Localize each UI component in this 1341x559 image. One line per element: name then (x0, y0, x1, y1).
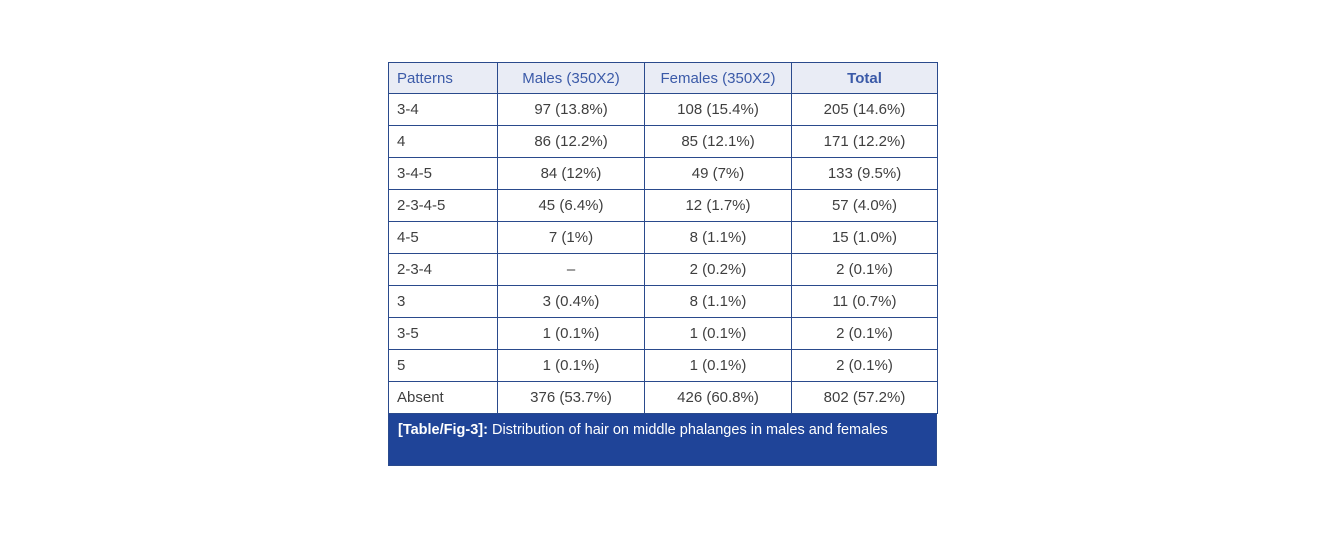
table-body: 3-4 97 (13.8%) 108 (15.4%) 205 (14.6%) 4… (388, 93, 938, 414)
table-cell: 1 (0.1%) (497, 349, 645, 382)
table-cell: 85 (12.1%) (644, 125, 792, 158)
table-cell: 57 (4.0%) (791, 189, 938, 222)
caption-text: Distribution of hair on middle phalanges… (487, 422, 888, 438)
table-cell: 7 (1%) (497, 221, 645, 254)
table-figure: Patterns Males (350X2) Females (350X2) T… (388, 62, 938, 466)
patterns-table: Patterns Males (350X2) Females (350X2) T… (388, 62, 938, 414)
table-row: 2-3-4 – 2 (0.2%) 2 (0.1%) (388, 253, 938, 286)
table-cell: 1 (0.1%) (644, 349, 792, 382)
table-cell: 45 (6.4%) (497, 189, 645, 222)
column-header-females: Females (350X2) (644, 62, 792, 94)
row-label: 3-5 (388, 317, 498, 350)
table-cell: 84 (12%) (497, 157, 645, 190)
row-label: 5 (388, 349, 498, 382)
table-cell: 2 (0.1%) (791, 349, 938, 382)
table-row: 5 1 (0.1%) 1 (0.1%) 2 (0.1%) (388, 349, 938, 382)
row-label: 2-3-4 (388, 253, 498, 286)
row-label: 3 (388, 285, 498, 318)
table-row: 2-3-4-5 45 (6.4%) 12 (1.7%) 57 (4.0%) (388, 189, 938, 222)
table-cell: 171 (12.2%) (791, 125, 938, 158)
table-cell: 2 (0.1%) (791, 253, 938, 286)
row-label: 4-5 (388, 221, 498, 254)
table-cell: 205 (14.6%) (791, 93, 938, 126)
table-cell: 12 (1.7%) (644, 189, 792, 222)
table-cell: 8 (1.1%) (644, 285, 792, 318)
table-row: 3-5 1 (0.1%) 1 (0.1%) 2 (0.1%) (388, 317, 938, 350)
caption-label: [Table/Fig-3]: (398, 422, 488, 438)
table-cell: 2 (0.1%) (791, 317, 938, 350)
table-row: 3-4-5 84 (12%) 49 (7%) 133 (9.5%) (388, 157, 938, 190)
table-row: 4 86 (12.2%) 85 (12.1%) 171 (12.2%) (388, 125, 938, 158)
row-label: 4 (388, 125, 498, 158)
table-header-row: Patterns Males (350X2) Females (350X2) T… (388, 62, 938, 94)
table-cell: 49 (7%) (644, 157, 792, 190)
table-cell: 97 (13.8%) (497, 93, 645, 126)
table-cell: 133 (9.5%) (791, 157, 938, 190)
table-cell: 1 (0.1%) (497, 317, 645, 350)
row-label: Absent (388, 381, 498, 414)
table-cell: 426 (60.8%) (644, 381, 792, 414)
table-cell: 86 (12.2%) (497, 125, 645, 158)
table-cell: 802 (57.2%) (791, 381, 938, 414)
table-caption: [Table/Fig-3]: Distribution of hair on m… (388, 414, 937, 466)
table-row: 3-4 97 (13.8%) 108 (15.4%) 205 (14.6%) (388, 93, 938, 126)
row-label: 3-4-5 (388, 157, 498, 190)
table-row: 3 3 (0.4%) 8 (1.1%) 11 (0.7%) (388, 285, 938, 318)
table-cell: 3 (0.4%) (497, 285, 645, 318)
table-row: 4-5 7 (1%) 8 (1.1%) 15 (1.0%) (388, 221, 938, 254)
table-cell: 8 (1.1%) (644, 221, 792, 254)
table-cell: 11 (0.7%) (791, 285, 938, 318)
row-label: 3-4 (388, 93, 498, 126)
table-cell: – (497, 253, 645, 286)
column-header-males: Males (350X2) (497, 62, 645, 94)
table-cell: 1 (0.1%) (644, 317, 792, 350)
table-cell: 108 (15.4%) (644, 93, 792, 126)
table-cell: 15 (1.0%) (791, 221, 938, 254)
row-label: 2-3-4-5 (388, 189, 498, 222)
table-cell: 2 (0.2%) (644, 253, 792, 286)
column-header-patterns: Patterns (388, 62, 498, 94)
table-cell: 376 (53.7%) (497, 381, 645, 414)
column-header-total: Total (791, 62, 938, 94)
table-row: Absent 376 (53.7%) 426 (60.8%) 802 (57.2… (388, 381, 938, 414)
